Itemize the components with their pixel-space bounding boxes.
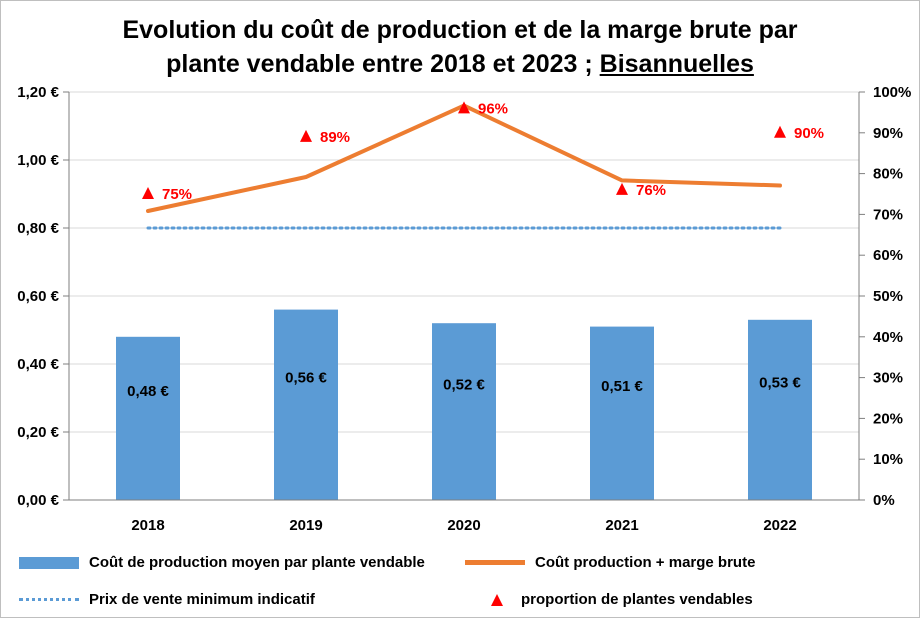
proportion-data-label: 76% bbox=[636, 182, 666, 199]
legend-item-triangle: proportion de plantes vendables bbox=[491, 591, 753, 608]
legend-swatch-bar bbox=[19, 556, 79, 569]
proportion-series: 75% 89% 96% 76% 90% bbox=[142, 100, 824, 203]
left-axis-tick-label: 1,00 € bbox=[17, 152, 59, 169]
bar-data-label: 0,56 € bbox=[285, 370, 327, 387]
legend-swatch-dotted bbox=[19, 598, 79, 601]
plot-area: 0,48 € 0,56 € 0,52 € 0,51 € 0,53 € 75% 89% 96%… bbox=[17, 84, 911, 534]
right-axis-tick-label: 70% bbox=[873, 206, 903, 223]
legend-label-bar: Coût de production moyen par plante vend… bbox=[89, 554, 425, 571]
bar bbox=[590, 326, 654, 500]
chart-title-line1: Evolution du coût de production et de la… bbox=[122, 16, 798, 44]
chart-title: Evolution du coût de production et de la… bbox=[1, 13, 919, 81]
proportion-data-label: 89% bbox=[320, 129, 350, 146]
chart-title-line2-prefix: plante vendable entre 2018 et 2023 ; bbox=[166, 50, 600, 78]
bar-data-label: 0,52 € bbox=[443, 376, 485, 393]
left-axis-tick-label: 0,40 € bbox=[17, 356, 59, 373]
left-axis-tick-label: 0,60 € bbox=[17, 288, 59, 305]
proportion-marker bbox=[774, 125, 786, 138]
proportion-data-label: 75% bbox=[162, 186, 192, 203]
legend-item-bar: Coût de production moyen par plante vend… bbox=[19, 554, 425, 571]
bar bbox=[274, 309, 338, 500]
right-axis-tick-label: 80% bbox=[873, 166, 903, 183]
x-axis-tick-label: 2019 bbox=[289, 517, 322, 534]
x-axis-tick-label: 2022 bbox=[763, 517, 796, 534]
right-axis-tick-label: 50% bbox=[873, 288, 903, 305]
right-axis-tick-label: 90% bbox=[873, 125, 903, 142]
right-axis-tick-label: 60% bbox=[873, 247, 903, 264]
bar-data-label: 0,51 € bbox=[601, 378, 643, 395]
bar bbox=[748, 319, 812, 500]
right-axis-tick-label: 40% bbox=[873, 329, 903, 346]
right-axis-tick-label: 0% bbox=[873, 492, 895, 509]
proportion-marker bbox=[616, 182, 628, 195]
legend-item-dotted: Prix de vente minimum indicatif bbox=[19, 591, 315, 608]
bar bbox=[432, 323, 496, 500]
chart-title-category: Bisannuelles bbox=[599, 50, 754, 78]
legend-swatch-line bbox=[465, 560, 525, 565]
legend-label-line: Coût production + marge brute bbox=[535, 554, 756, 571]
chart-title-line2: plante vendable entre 2018 et 2023 ; Bis… bbox=[1, 47, 919, 81]
legend-swatch-triangle bbox=[491, 593, 503, 606]
left-axis-tick-label: 0,00 € bbox=[17, 492, 59, 509]
proportion-marker bbox=[300, 129, 312, 142]
left-axis-tick-label: 0,80 € bbox=[17, 220, 59, 237]
left-axis-tick-label: 1,20 € bbox=[17, 84, 59, 101]
x-axis-tick-label: 2021 bbox=[605, 517, 638, 534]
legend-label-triangle: proportion de plantes vendables bbox=[521, 591, 753, 608]
proportion-data-label: 90% bbox=[794, 125, 824, 142]
right-axis-tick-label: 20% bbox=[873, 410, 903, 427]
right-axis-tick-label: 10% bbox=[873, 451, 903, 468]
bar-data-label: 0,48 € bbox=[127, 383, 169, 400]
right-axis-tick-label: 30% bbox=[873, 370, 903, 387]
bar-data-label: 0,53 € bbox=[759, 375, 801, 392]
bar-series: 0,48 € 0,56 € 0,52 € 0,51 € 0,53 € bbox=[116, 309, 812, 500]
legend-label-dotted: Prix de vente minimum indicatif bbox=[89, 591, 315, 608]
bar bbox=[116, 336, 180, 500]
proportion-data-label: 96% bbox=[478, 100, 508, 117]
proportion-marker bbox=[142, 187, 154, 199]
cost-margin-series bbox=[146, 103, 782, 213]
x-axis-tick-label: 2020 bbox=[447, 517, 480, 534]
proportion-marker bbox=[458, 101, 470, 114]
left-axis-tick-label: 0,20 € bbox=[17, 424, 59, 441]
x-axis-tick-label: 2018 bbox=[131, 517, 164, 534]
axes: 0,00 € 0,20 € 0,40 € 0,60 € 0,80 € 1,00 € 1,20… bbox=[17, 84, 911, 534]
right-axis-tick-label: 100% bbox=[873, 84, 911, 101]
cost-margin-line bbox=[146, 103, 782, 213]
legend-item-line: Coût production + marge brute bbox=[465, 554, 755, 571]
